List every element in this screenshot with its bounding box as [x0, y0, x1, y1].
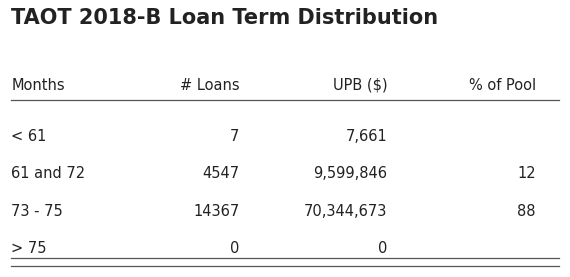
Text: < 61: < 61: [11, 129, 47, 144]
Text: 7: 7: [230, 129, 239, 144]
Text: 61 and 72: 61 and 72: [11, 166, 86, 181]
Text: 0: 0: [230, 241, 239, 256]
Text: 88: 88: [518, 204, 536, 219]
Text: > 75: > 75: [11, 241, 47, 256]
Text: 14367: 14367: [193, 204, 239, 219]
Text: 0: 0: [378, 241, 388, 256]
Text: % of Pool: % of Pool: [469, 78, 536, 93]
Text: 7,661: 7,661: [346, 129, 388, 144]
Text: 9,599,846: 9,599,846: [314, 166, 388, 181]
Text: TAOT 2018-B Loan Term Distribution: TAOT 2018-B Loan Term Distribution: [11, 8, 438, 28]
Text: UPB ($): UPB ($): [333, 78, 388, 93]
Text: # Loans: # Loans: [180, 78, 239, 93]
Text: 70,344,673: 70,344,673: [304, 204, 388, 219]
Text: 12: 12: [517, 166, 536, 181]
Text: 4547: 4547: [202, 166, 239, 181]
Text: Months: Months: [11, 78, 65, 93]
Text: 73 - 75: 73 - 75: [11, 204, 63, 219]
